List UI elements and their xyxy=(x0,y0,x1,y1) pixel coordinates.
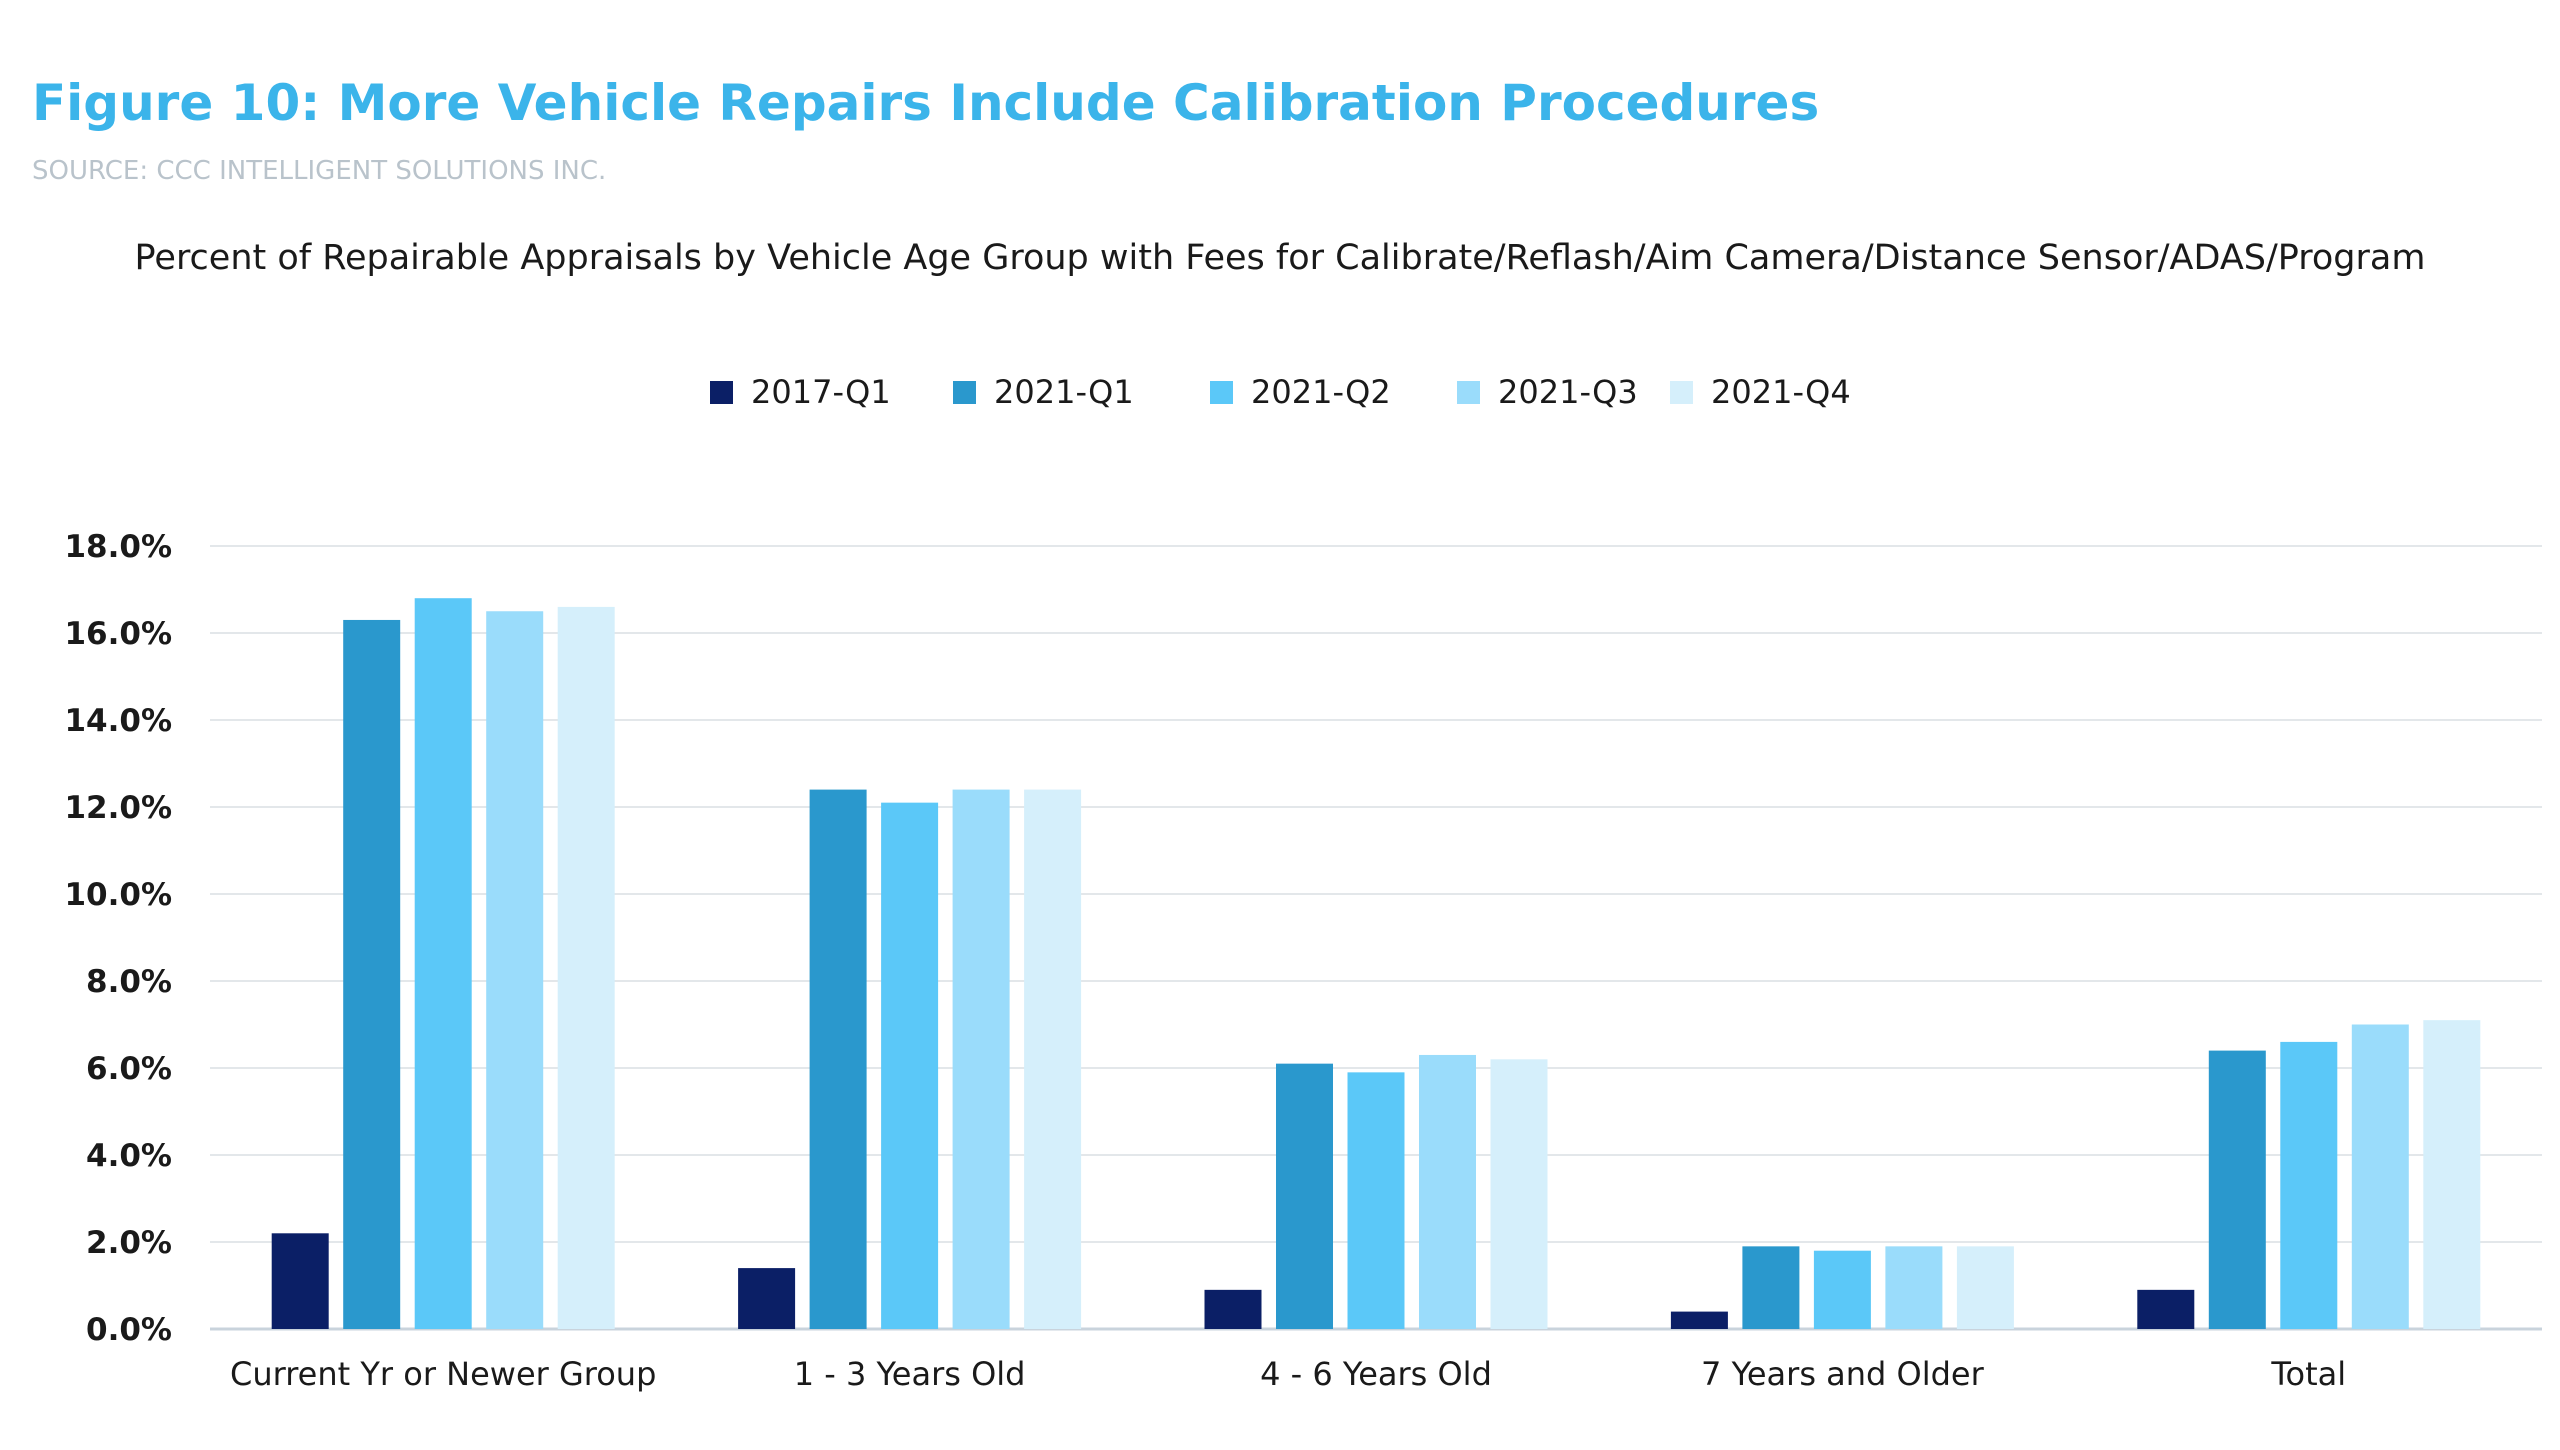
bar xyxy=(414,598,472,1329)
y-tick-label: 18.0% xyxy=(64,529,172,565)
y-tick-label: 14.0% xyxy=(64,703,172,739)
bar xyxy=(486,611,544,1329)
legend-swatch xyxy=(710,380,733,404)
y-tick-label: 8.0% xyxy=(86,964,172,1000)
x-category-label: Total xyxy=(2270,1355,2346,1393)
bar xyxy=(738,1268,796,1329)
y-tick-label: 4.0% xyxy=(86,1138,172,1174)
bar xyxy=(2423,1020,2481,1329)
bar xyxy=(1956,1246,2014,1329)
y-tick-label: 0.0% xyxy=(86,1312,172,1348)
legend-item: 2017-Q1 xyxy=(710,372,891,412)
bar xyxy=(1490,1059,1548,1329)
bar xyxy=(1670,1311,1728,1329)
bar xyxy=(952,789,1010,1329)
y-tick-label: 10.0% xyxy=(64,877,172,913)
chart-title: Percent of Repairable Appraisals by Vehi… xyxy=(134,238,2426,278)
bar xyxy=(2351,1024,2409,1329)
y-tick-label: 16.0% xyxy=(64,616,172,652)
bar xyxy=(1885,1246,1943,1329)
legend-label: 2021-Q1 xyxy=(994,373,1134,411)
bar xyxy=(1204,1289,1262,1329)
bar xyxy=(881,802,939,1329)
legend-item: 2021-Q2 xyxy=(1210,372,1391,412)
legend-item: 2021-Q4 xyxy=(1670,372,1851,412)
legend-label: 2021-Q2 xyxy=(1251,373,1391,411)
bar xyxy=(1024,789,1082,1329)
legend-item: 2021-Q1 xyxy=(953,372,1134,412)
legend-label: 2021-Q3 xyxy=(1498,373,1638,411)
bar xyxy=(809,789,867,1329)
legend-item: 2021-Q3 xyxy=(1457,372,1638,412)
bar xyxy=(2208,1050,2266,1329)
legend-swatch xyxy=(953,380,976,404)
legend-label: 2021-Q4 xyxy=(1711,373,1851,411)
bar xyxy=(1347,1072,1405,1329)
y-tick-label: 2.0% xyxy=(86,1225,172,1261)
bar xyxy=(1742,1246,1800,1329)
figure-source: SOURCE: CCC INTELLIGENT SOLUTIONS INC. xyxy=(32,156,607,186)
figure-title: Figure 10: More Vehicle Repairs Include … xyxy=(32,74,1820,132)
legend-label: 2017-Q1 xyxy=(751,373,891,411)
legend-swatch xyxy=(1210,380,1233,404)
y-tick-label: 6.0% xyxy=(86,1051,172,1087)
bar xyxy=(271,1233,329,1329)
x-category-label: 1 - 3 Years Old xyxy=(794,1355,1026,1393)
bar xyxy=(557,606,615,1329)
bar xyxy=(343,619,401,1329)
bar xyxy=(2137,1289,2195,1329)
bar xyxy=(2280,1041,2338,1329)
bar xyxy=(1276,1063,1333,1329)
x-category-label: Current Yr or Newer Group xyxy=(230,1355,656,1393)
x-category-label: 4 - 6 Years Old xyxy=(1260,1355,1492,1393)
legend-swatch xyxy=(1670,380,1693,404)
x-category-label: 7 Years and Older xyxy=(1701,1355,1985,1393)
bar xyxy=(1813,1250,1871,1329)
chart-legend: 2017-Q1 2021-Q1 2021-Q2 2021-Q3 2021-Q4 xyxy=(0,372,2560,412)
bar xyxy=(1419,1054,1476,1329)
legend-swatch xyxy=(1457,380,1480,404)
y-tick-label: 12.0% xyxy=(64,790,172,826)
